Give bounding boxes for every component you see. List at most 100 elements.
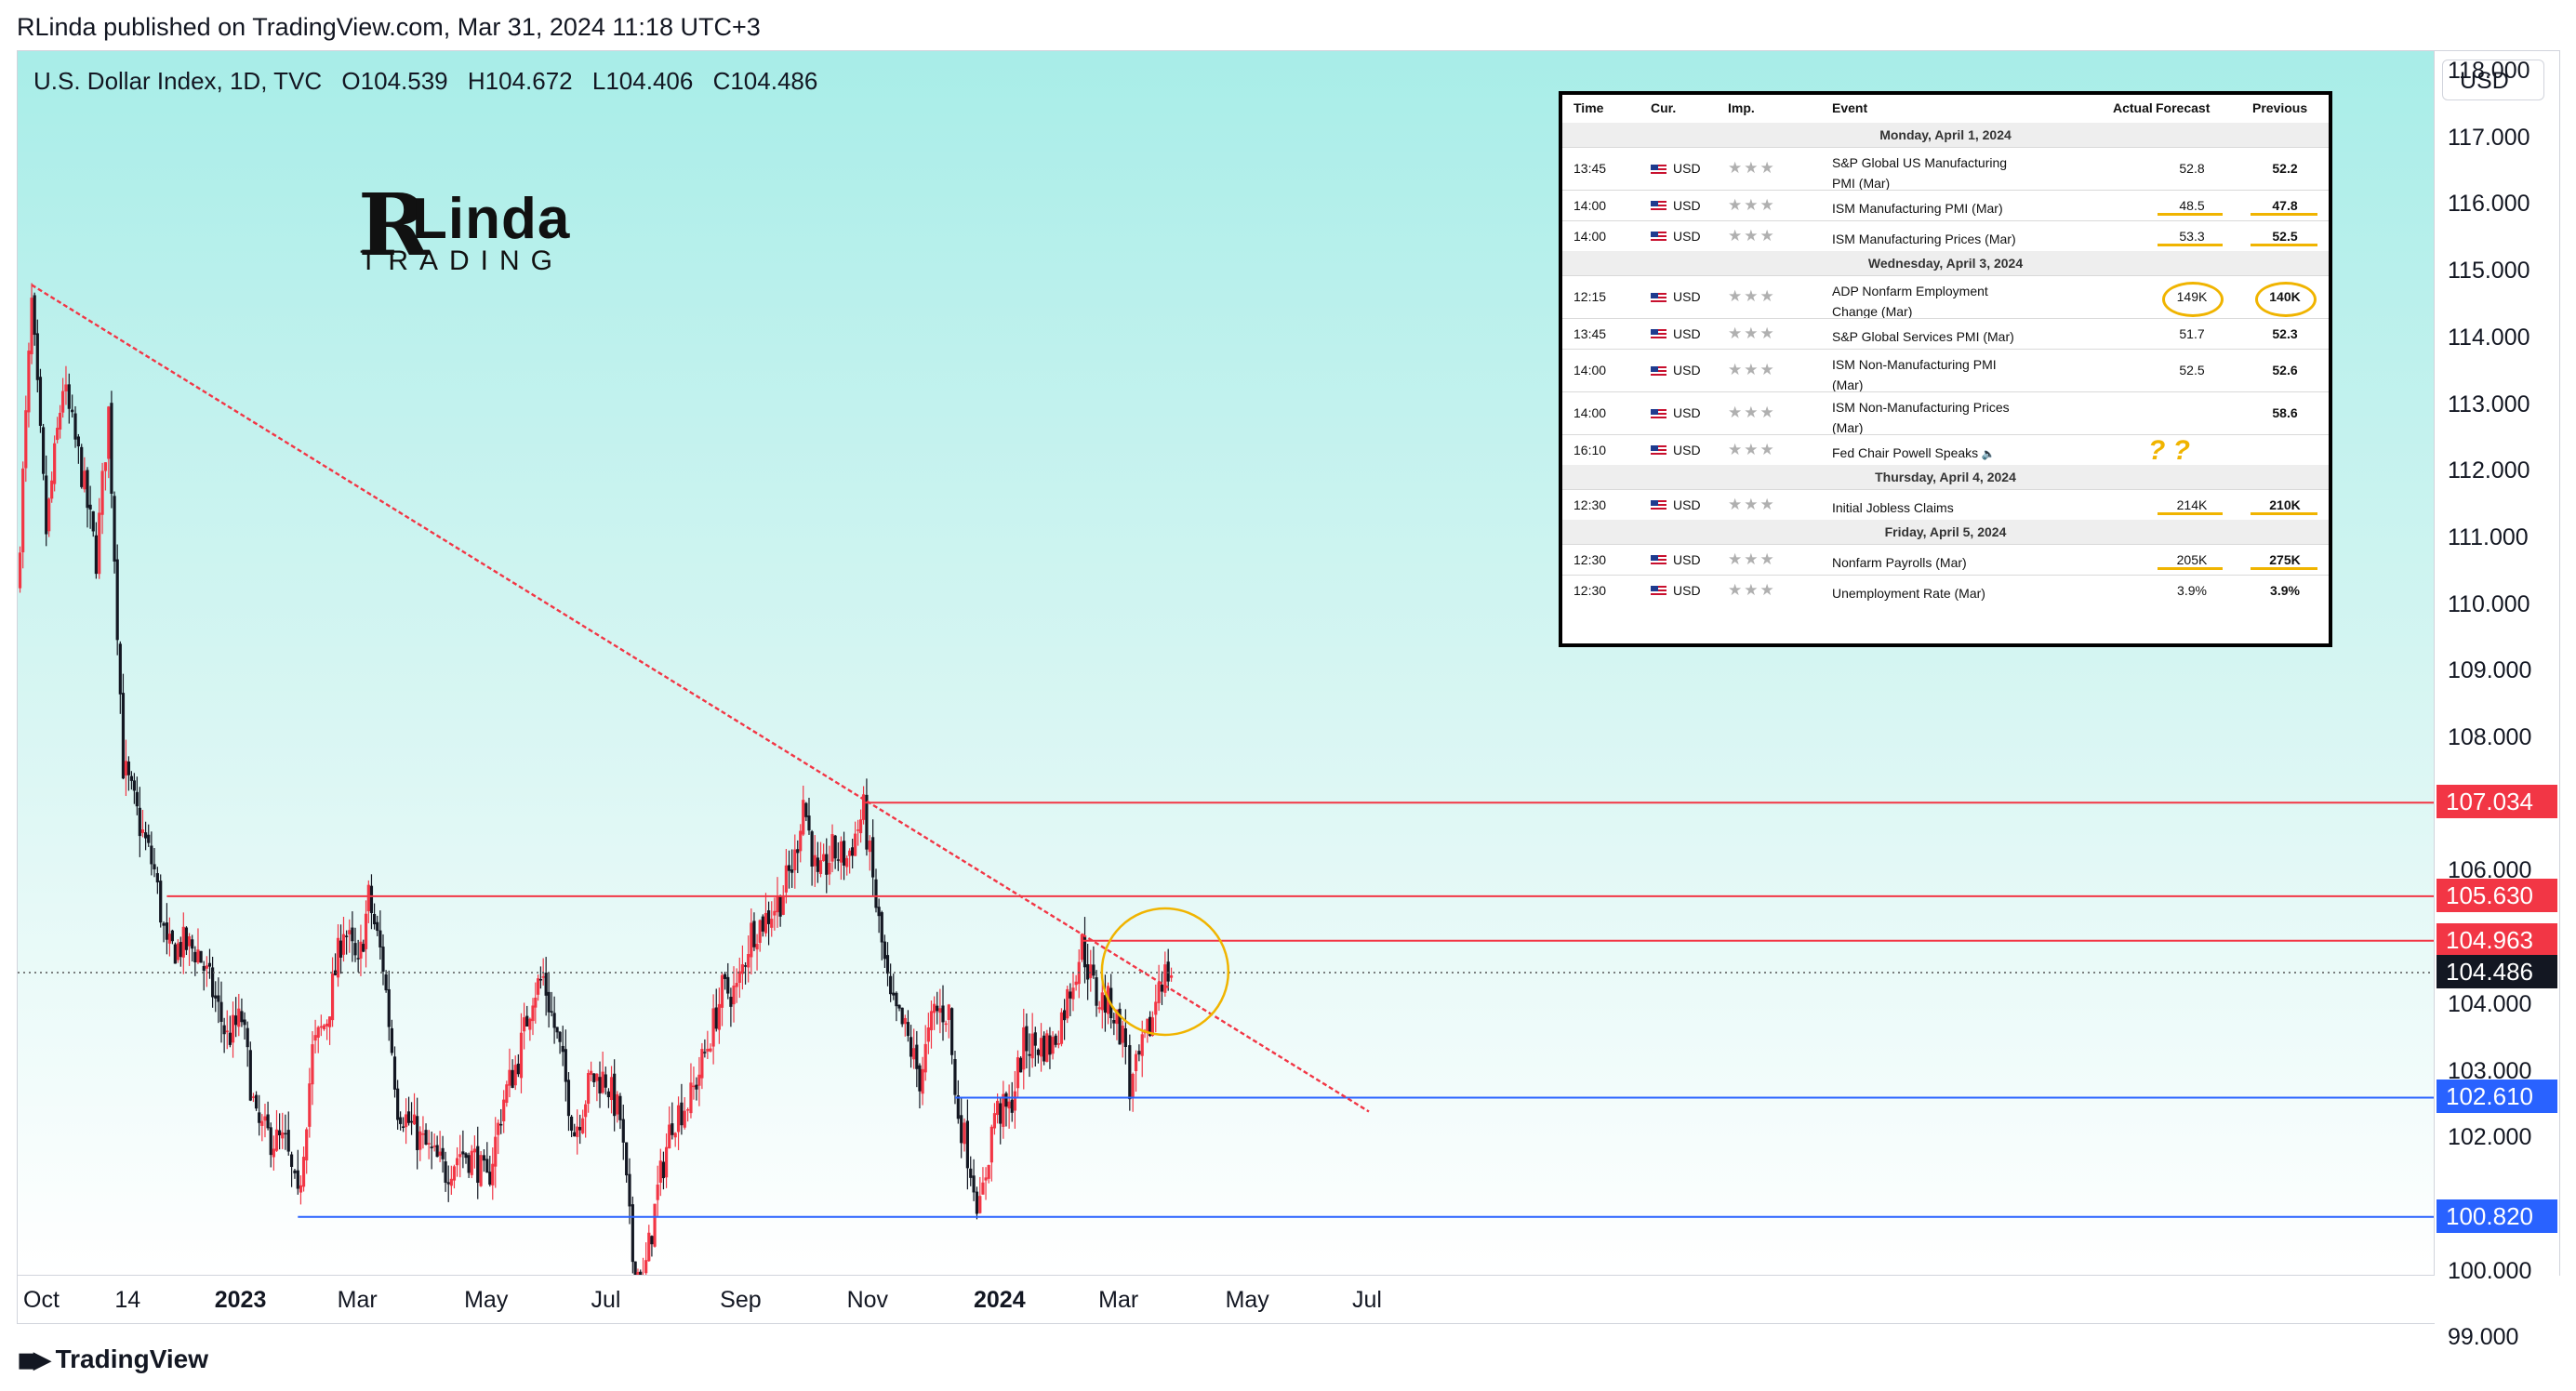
candle-body <box>972 1175 976 1193</box>
candle-body <box>989 1126 993 1163</box>
candle-body <box>851 847 855 856</box>
candle-body <box>319 1026 323 1028</box>
candle-body <box>703 1052 707 1053</box>
previous-underline <box>2251 212 2317 216</box>
candle-body <box>299 1185 303 1193</box>
support-price-tag: 102.610 <box>2437 1080 2557 1114</box>
candle-body <box>165 922 169 940</box>
candle-body <box>412 1114 417 1125</box>
event-currency: USD <box>1651 497 1701 512</box>
price-tick: 113.000 <box>2448 391 2530 417</box>
calendar-day-row: Monday, April 1, 2024 <box>1562 123 2329 147</box>
candle-body <box>802 800 805 835</box>
speaker-icon: 🔈 <box>1978 446 1996 460</box>
candle-body <box>64 384 68 391</box>
current-price-tag: 104.486 <box>2437 954 2557 988</box>
candle-body <box>621 1119 625 1143</box>
candle-body <box>144 832 148 839</box>
candle-body <box>595 1073 599 1081</box>
symbol-name[interactable]: U.S. Dollar Index, 1D, TVC <box>33 67 323 95</box>
time-axis[interactable]: Oct 14 2023 Mar May Jul Sep Nov 2024 Mar May Jul <box>17 1276 2435 1324</box>
candle-body <box>1149 1016 1152 1037</box>
event-previous: 52.6 <box>2272 363 2298 378</box>
candle-body <box>41 427 46 474</box>
us-flag-icon <box>1651 232 1666 243</box>
event-forecast: 48.5 <box>2179 197 2205 213</box>
candle-body <box>963 1122 966 1145</box>
candle-body <box>1166 961 1170 982</box>
event-previous: 47.8 <box>2272 197 2298 213</box>
candle-body <box>1028 1053 1031 1056</box>
candle-body <box>56 428 60 441</box>
candle-body <box>598 1077 602 1093</box>
candle-body <box>752 921 756 947</box>
price-tick: 117.000 <box>2448 124 2530 151</box>
candle-body <box>179 942 182 958</box>
candle-body <box>709 1048 712 1052</box>
published-info: RLinda published on TradingView.com, Mar… <box>17 13 761 41</box>
candle-body <box>903 1017 907 1025</box>
event-name: ISM Non-Manufacturing Prices (Mar) <box>1832 400 2010 435</box>
currency-button[interactable]: USD <box>2442 60 2544 100</box>
candle-body <box>1071 987 1075 1000</box>
event-time: 14:00 <box>1573 228 1607 244</box>
candle-body <box>1051 1037 1055 1054</box>
candle-body <box>187 936 192 947</box>
event-previous: 52.5 <box>2272 228 2298 244</box>
candle-body <box>558 1031 562 1042</box>
candlestick-chart[interactable] <box>18 51 2435 1276</box>
candle-body <box>1163 964 1167 993</box>
candle-body <box>636 1271 640 1275</box>
candle-body <box>658 1160 662 1183</box>
candle-body <box>661 1161 666 1179</box>
candle-body <box>330 974 335 1021</box>
candle-body <box>126 762 131 775</box>
candle-body <box>18 552 22 589</box>
candle-body <box>895 992 898 1007</box>
candle-body <box>167 934 171 944</box>
candle-body <box>446 1182 450 1185</box>
candle-body <box>362 944 365 952</box>
candle-body <box>883 941 886 960</box>
candle-body <box>743 965 748 967</box>
ohlc-low: L104.406 <box>591 67 694 95</box>
candle-body <box>396 1088 400 1120</box>
candle-body <box>289 1154 294 1167</box>
candle-body <box>1019 1057 1023 1073</box>
candle-body <box>999 1103 1003 1124</box>
candle-body <box>1131 1073 1135 1097</box>
forecast-underline <box>2158 212 2223 216</box>
candle-body <box>683 1110 686 1128</box>
candle-body <box>322 1025 326 1029</box>
highlight-circle <box>1100 907 1230 1037</box>
candle-body <box>467 1155 471 1173</box>
rlinda-trading-logo: R Linda TRADING <box>358 175 600 277</box>
us-flag-icon <box>1651 365 1666 377</box>
candle-body <box>94 535 98 575</box>
forecast-underline <box>2158 511 2223 515</box>
price-axis[interactable] <box>2435 50 2560 1276</box>
candle-body <box>906 1022 910 1037</box>
candle-body <box>1007 1101 1011 1109</box>
importance-stars-icon: ★★★ <box>1728 580 1776 599</box>
candle-body <box>231 1014 235 1043</box>
candle-body <box>1089 964 1093 978</box>
resistance-price-tag: 105.630 <box>2437 878 2557 912</box>
candle-body <box>243 1019 246 1026</box>
candle-body <box>225 1030 229 1033</box>
candle-body <box>60 391 65 413</box>
candle-body <box>740 964 745 974</box>
currency-code: USD <box>1673 442 1701 457</box>
candle-body <box>76 436 80 447</box>
candle-body <box>1128 1045 1132 1100</box>
candle-body <box>1150 1017 1155 1036</box>
calendar-event-row: 12:30 USD ★★★ Initial Jobless Claims 214K 210… <box>1562 489 2329 521</box>
tradingview-logo[interactable]: ◼▶ TradingView <box>17 1345 208 1374</box>
candle-body <box>1054 1035 1057 1045</box>
previous-underline <box>2251 566 2317 570</box>
candle-body <box>854 833 857 856</box>
candle-body <box>842 841 846 866</box>
candle-body <box>647 1232 651 1262</box>
candle-body <box>987 1164 990 1179</box>
event-time: 14:00 <box>1573 405 1607 420</box>
